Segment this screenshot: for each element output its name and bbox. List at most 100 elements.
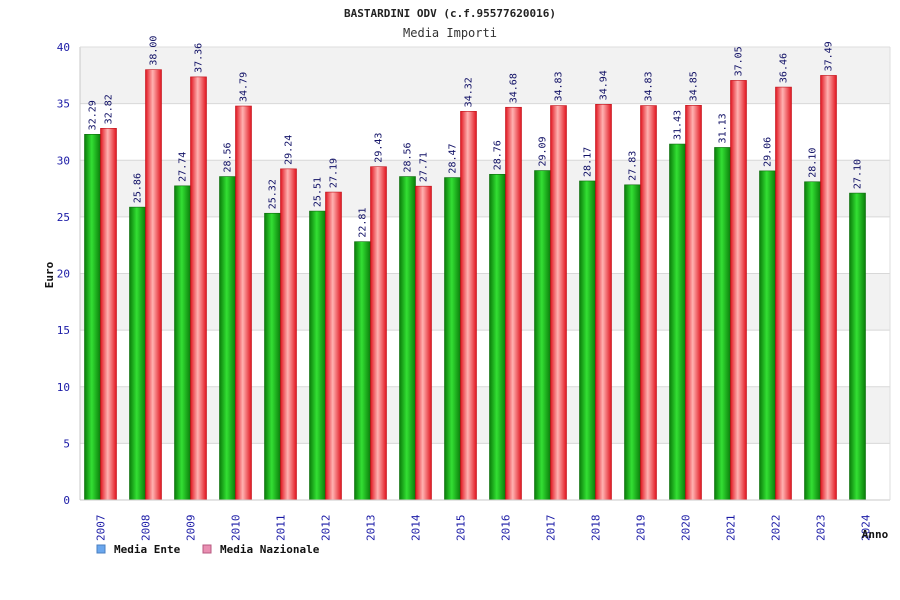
tick-labels: 0 5 10 15 20 25 30 35 40 2007 2008 2009 2010 2011 2012… [57, 41, 873, 541]
data-label-media-ente-2007: 32.29 [88, 100, 99, 130]
bar-media-nazionale-2022 [775, 86, 792, 501]
data-label-media-ente-2016: 28.76 [493, 140, 504, 170]
bar-media-ente-2019 [624, 184, 641, 501]
data-label-media-ente-2022: 29.06 [763, 137, 774, 167]
bar-media-nazionale-2016 [505, 106, 522, 501]
x-tick-label-2010: 2010 [230, 515, 243, 542]
legend: Media Ente Media Nazionale [96, 543, 320, 556]
axes [79, 46, 891, 501]
x-tick-label-2013: 2013 [365, 515, 378, 542]
bar-media-nazionale-2021 [730, 80, 747, 501]
grid-band [80, 216, 890, 274]
grid-bands [80, 47, 890, 500]
data-label-media-nazionale-2010: 34.79 [239, 72, 250, 102]
data-label-media-ente-2018: 28.17 [583, 147, 594, 177]
bar-media-nazionale-2023 [820, 75, 837, 501]
grid-band [80, 386, 890, 444]
data-label-media-ente-2012: 25.51 [313, 177, 324, 207]
bar-media-ente-2024 [849, 192, 866, 501]
data-label-media-ente-2013: 22.81 [358, 208, 369, 238]
data-label-media-nazionale-2013: 29.43 [374, 133, 385, 163]
bar-media-nazionale-2008 [145, 69, 162, 501]
grid-band [80, 330, 890, 387]
grid-band [80, 103, 890, 161]
data-label-media-ente-2019: 27.83 [628, 151, 639, 181]
bar-media-ente-2012 [309, 210, 326, 501]
bar-media-nazionale-2017 [550, 105, 567, 501]
bar-media-ente-2008 [129, 206, 146, 501]
bar-media-nazionale-2014 [415, 185, 432, 501]
y-tick-label: 20 [57, 268, 70, 281]
data-label-media-nazionale-2012: 27.19 [329, 158, 340, 188]
y-tick-label: 25 [57, 211, 70, 224]
bar-media-ente-2020 [669, 143, 686, 501]
chart-subtitle: Media Importi [403, 26, 497, 40]
x-tick-label-2018: 2018 [590, 515, 603, 542]
y-tick-label: 35 [57, 98, 70, 111]
data-label-media-ente-2024: 27.10 [853, 159, 864, 189]
bar-media-ente-2011 [264, 212, 281, 501]
data-label-media-nazionale-2021: 37.05 [734, 46, 745, 76]
bar-media-nazionale-2010 [235, 105, 252, 501]
data-label-media-nazionale-2015: 34.32 [464, 77, 475, 107]
x-tick-label-2007: 2007 [95, 515, 108, 542]
x-tick-label-2024: 2024 [860, 514, 873, 541]
grid-band [80, 273, 890, 331]
data-label-media-ente-2023: 28.10 [808, 148, 819, 178]
data-label-media-nazionale-2016: 34.68 [509, 73, 520, 103]
x-axis-label: Anno [862, 528, 889, 541]
x-tick-label-2020: 2020 [680, 515, 693, 542]
bar-media-ente-2015 [444, 177, 461, 501]
data-labels: 32.29 32.82 25.86 38.00 27.74 37.36 28.56 34.79… [88, 36, 864, 238]
bar-media-nazionale-2015 [460, 111, 477, 501]
x-tick-label-2009: 2009 [185, 515, 198, 542]
bar-media-ente-2009 [174, 185, 191, 501]
data-label-media-nazionale-2007: 32.82 [104, 94, 115, 124]
y-tick-label: 40 [57, 41, 70, 54]
bar-media-ente-2021 [714, 147, 731, 501]
grid-band [80, 47, 890, 104]
y-axis-label: Euro [43, 261, 56, 288]
data-label-media-nazionale-2008: 38.00 [149, 36, 160, 66]
data-label-media-nazionale-2017: 34.83 [554, 71, 565, 101]
x-tick-label-2021: 2021 [725, 515, 738, 542]
bar-media-nazionale-2011 [280, 168, 297, 501]
data-label-media-nazionale-2020: 34.85 [689, 71, 700, 101]
bar-media-nazionale-2020 [685, 105, 702, 501]
chart-title: BASTARDINI ODV (c.f.95577620016) [344, 7, 556, 20]
bar-media-ente-2013 [354, 241, 371, 501]
legend-swatch-media-ente [96, 544, 106, 554]
bar-media-ente-2014 [399, 176, 416, 501]
y-tick-label: 15 [57, 324, 70, 337]
y-tick-label: 30 [57, 154, 70, 167]
bar-media-nazionale-2019 [640, 105, 657, 501]
legend-label-media-ente: Media Ente [114, 543, 181, 556]
x-tick-label-2014: 2014 [410, 514, 423, 541]
bar-media-ente-2017 [534, 170, 551, 501]
y-tick-label: 10 [57, 381, 70, 394]
bar-media-nazionale-2013 [370, 166, 387, 501]
data-label-media-ente-2020: 31.43 [673, 110, 684, 140]
bar-media-nazionale-2009 [190, 76, 207, 501]
x-tick-label-2012: 2012 [320, 515, 333, 542]
data-label-media-nazionale-2009: 37.36 [194, 43, 205, 73]
data-label-media-nazionale-2011: 29.24 [284, 135, 295, 165]
data-label-media-ente-2014: 28.56 [403, 142, 414, 172]
data-label-media-nazionale-2022: 36.46 [779, 53, 790, 83]
x-tick-label-2016: 2016 [500, 515, 513, 542]
data-label-media-ente-2008: 25.86 [133, 173, 144, 203]
x-tick-label-2008: 2008 [140, 515, 153, 542]
bar-media-ente-2007 [84, 134, 101, 501]
x-tick-label-2015: 2015 [455, 515, 468, 542]
bar-media-ente-2010 [219, 176, 236, 501]
data-label-media-nazionale-2018: 34.94 [599, 70, 610, 100]
data-label-media-ente-2017: 29.09 [538, 136, 549, 166]
bar-media-ente-2022 [759, 170, 776, 501]
data-label-media-ente-2021: 31.13 [718, 113, 729, 143]
x-tick-label-2023: 2023 [815, 515, 828, 542]
x-tick-label-2019: 2019 [635, 515, 648, 542]
bar-media-ente-2023 [804, 181, 821, 501]
bar-media-ente-2018 [579, 180, 596, 501]
y-tick-label: 0 [63, 494, 70, 507]
